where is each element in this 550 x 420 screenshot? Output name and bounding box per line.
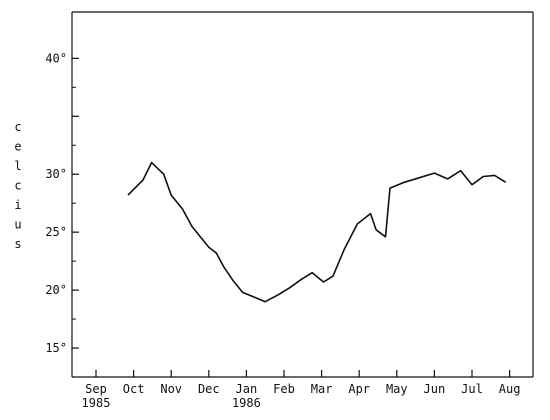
x-tick-label: Jul [461,382,483,396]
x-tick-label: Jun [424,382,446,396]
x-tick-label: Oct [123,382,145,396]
y-axis-ticks: 15° 20° 25° 30° 40° [45,51,79,355]
y-axis-label-char: s [14,237,21,251]
y-axis-label-char: l [14,159,21,173]
axes [71,11,534,378]
x-tick-year-label: 1985 [82,396,111,410]
temperature-series-line [127,161,507,303]
x-tick-label: Sep [85,382,107,396]
x-tick-label: Feb [273,382,295,396]
y-tick-label: 25° [45,225,67,239]
y-tick-label: 20° [45,283,67,297]
y-axis-label-char: u [14,218,21,232]
y-axis-label-char: c [14,120,21,134]
x-tick-year-label: 1986 [232,396,261,410]
y-tick-label: 30° [45,167,67,181]
x-tick-label: Apr [348,382,370,396]
x-tick-label: Nov [160,382,182,396]
x-tick-label: May [386,382,408,396]
series-layer [127,161,507,303]
x-tick-label: Dec [198,382,220,396]
y-tick-label: 15° [45,341,67,355]
y-axis-label-char: i [14,198,21,212]
y-tick-label: 40° [45,51,67,65]
x-tick-label: Aug [499,382,521,396]
y-axis-label-char: e [14,140,21,154]
x-tick-label: Mar [311,382,333,396]
y-axis-label-char: c [14,179,21,193]
x-tick-label: Jan [236,382,258,396]
